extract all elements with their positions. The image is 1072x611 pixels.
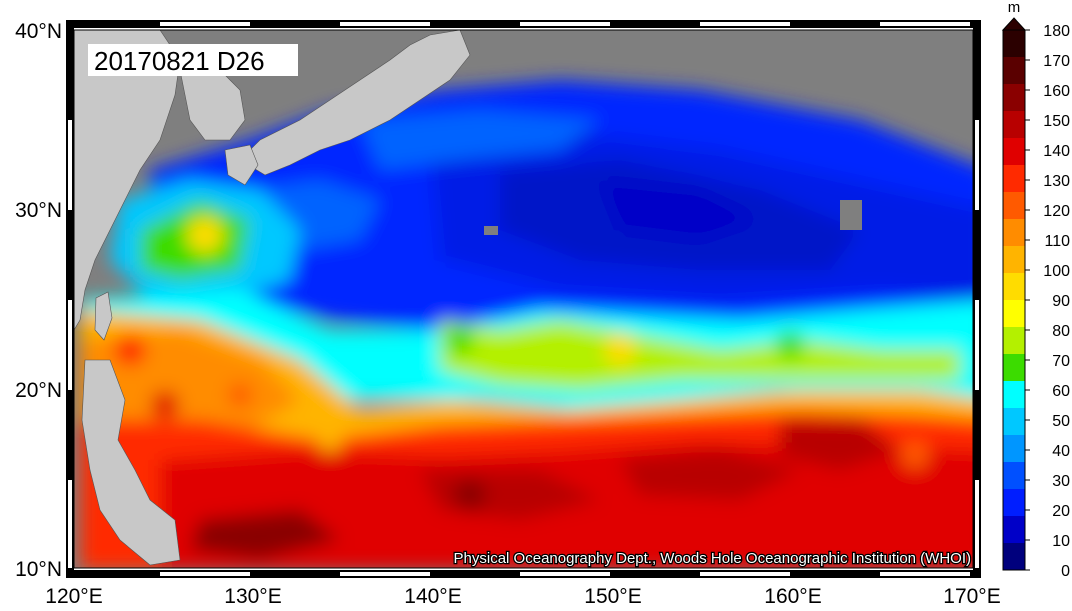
colorbar-swatch: [1003, 489, 1025, 517]
colorbar-swatches: [1003, 30, 1025, 571]
colorbar-unit: m: [1008, 0, 1021, 16]
colorbar-swatch: [1003, 192, 1025, 220]
colorbar-tick-label: 60: [1052, 383, 1070, 400]
colorbar-swatch: [1003, 165, 1025, 193]
colorbar-tick-label: 40: [1052, 443, 1070, 460]
colorbar-tick-label: 130: [1043, 173, 1070, 190]
colorbar-swatch: [1003, 327, 1025, 355]
land-japan: [239, 30, 471, 176]
colorbar-ticks: 1801701601501401301201101009080706050403…: [1025, 23, 1070, 580]
colorbar-swatch: [1003, 273, 1025, 301]
map-title: 20170821 D26: [94, 46, 265, 76]
colorbar-tick-label: 100: [1043, 263, 1070, 280]
map-frame: [66, 20, 981, 578]
land-philippines: [81, 359, 181, 566]
colorbar-swatch: [1003, 219, 1025, 247]
colorbar-swatch: [1003, 246, 1025, 274]
colorbar-swatch: [1003, 435, 1025, 463]
longitude-labels: 120°E 130°E 140°E 150°E 160°E 170°E: [45, 585, 1000, 608]
colorbar-swatch: [1003, 516, 1025, 544]
lon-label-160e: 160°E: [764, 585, 821, 606]
colorbar-tick-label: 120: [1043, 203, 1070, 220]
title-box: 20170821 D26: [88, 44, 298, 76]
colorbar-swatch: [1003, 543, 1025, 571]
colorbar-swatch: [1003, 84, 1025, 112]
colorbar-swatch: [1003, 408, 1025, 436]
colorbar-swatch: [1003, 462, 1025, 490]
colorbar-swatch: [1003, 138, 1025, 166]
lat-label-40n: 40°N: [15, 20, 62, 43]
colorbar-swatch: [1003, 57, 1025, 85]
colorbar-tick-label: 110: [1044, 233, 1070, 250]
lon-label-130e: 130°E: [224, 585, 281, 606]
credit-text: Physical Oceanography Dept., Woods Hole …: [454, 550, 971, 567]
land-taiwan: [94, 291, 113, 341]
lon-label-150e: 150°E: [584, 585, 641, 606]
colorbar-tick-label: 160: [1043, 83, 1070, 100]
lon-label-120e: 120°E: [45, 585, 102, 606]
map-panel: [74, 30, 973, 568]
lat-label-20n: 20°N: [15, 379, 62, 402]
colorbar-tick-label: 30: [1052, 473, 1070, 490]
colorbar-tick-label: 50: [1052, 413, 1070, 430]
colorbar-swatch: [1003, 381, 1025, 409]
lat-label-10n: 10°N: [15, 558, 62, 581]
colorbar-swatch: [1003, 111, 1025, 139]
colorbar-swatch: [1003, 300, 1025, 328]
colorbar-swatch: [1003, 354, 1025, 382]
lon-label-170e: 170°E: [943, 585, 1000, 606]
land-japan-kyushu: [224, 144, 259, 186]
land-masses: [74, 30, 471, 566]
colorbar: m 18017016015014013012011010090807060504…: [1001, 0, 1070, 580]
no-data-patch: [484, 226, 498, 235]
lat-label-30n: 30°N: [15, 199, 62, 222]
colorbar-tick-label: 140: [1043, 143, 1070, 160]
colorbar-tick-label: 20: [1052, 503, 1070, 520]
colorbar-tick-label: 90: [1052, 293, 1070, 310]
colorbar-top-arrow: [1001, 17, 1027, 31]
colorbar-swatch: [1003, 30, 1025, 58]
colorbar-tick-label: 10: [1052, 533, 1070, 550]
colorbar-tick-label: 70: [1052, 353, 1070, 370]
colorbar-tick-label: 170: [1043, 53, 1070, 70]
no-data-patch: [840, 200, 862, 230]
ocean-depth-field: [80, 80, 973, 568]
lon-label-140e: 140°E: [404, 585, 461, 606]
colorbar-tick-label: 80: [1052, 323, 1070, 340]
colorbar-tick-label: 0: [1061, 563, 1070, 580]
latitude-labels: 40°N 30°N 20°N 10°N: [15, 20, 62, 581]
colorbar-tick-label: 180: [1043, 23, 1070, 40]
colorbar-tick-label: 150: [1043, 113, 1070, 130]
